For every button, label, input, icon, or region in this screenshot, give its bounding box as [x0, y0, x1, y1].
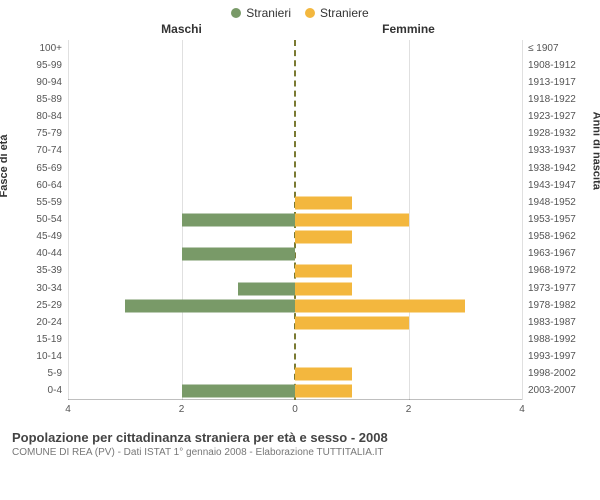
y-tick-left: 55-59 — [36, 198, 62, 208]
chart-subtitle: COMUNE DI REA (PV) - Dati ISTAT 1° genna… — [12, 447, 588, 458]
x-tick: 2 — [406, 404, 412, 415]
bar-female — [295, 265, 352, 278]
x-tick: 2 — [179, 404, 185, 415]
chart-area: Maschi Femmine Fasce di età Anni di nasc… — [8, 22, 592, 424]
bar-female — [295, 196, 352, 209]
y-tick-right: 1913-1917 — [528, 78, 576, 88]
legend-dot-female — [305, 8, 315, 18]
bar-male — [125, 299, 295, 312]
y-tick-left: 15-19 — [36, 335, 62, 345]
y-tick-right: 1943-1947 — [528, 181, 576, 191]
y-tick-left: 20-24 — [36, 318, 62, 328]
x-axis-ticks: 4 2 0 2 4 — [68, 404, 522, 418]
y-axis-right: ≤ 1907 1908-1912 1913-1917 1918-1922 1923-19… — [524, 40, 592, 400]
footer: Popolazione per cittadinanza straniera p… — [0, 424, 600, 458]
bar-female — [295, 299, 465, 312]
y-tick-left: 90-94 — [36, 78, 62, 88]
y-tick-left: 35-39 — [36, 266, 62, 276]
section-label-left: Maschi — [8, 22, 295, 36]
y-tick-right: 1908-1912 — [528, 61, 576, 71]
y-tick-right: 1968-1972 — [528, 266, 576, 276]
chart-container: Stranieri Straniere Maschi Femmine Fasce… — [0, 0, 600, 500]
x-tick: 4 — [65, 404, 71, 415]
legend: Stranieri Straniere — [0, 0, 600, 22]
y-tick-right: 1918-1922 — [528, 95, 576, 105]
gridline — [522, 40, 523, 400]
y-tick-left: 80-84 — [36, 112, 62, 122]
y-tick-right: 1953-1957 — [528, 215, 576, 225]
y-tick-left: 60-64 — [36, 181, 62, 191]
section-labels: Maschi Femmine — [8, 22, 592, 36]
y-tick-right: 1933-1937 — [528, 146, 576, 156]
bar-female — [295, 368, 352, 381]
y-tick-left: 65-69 — [36, 164, 62, 174]
y-tick-left: 40-44 — [36, 249, 62, 259]
gridline — [68, 40, 69, 400]
y-tick-left: 95-99 — [36, 61, 62, 71]
y-tick-right: 1988-1992 — [528, 335, 576, 345]
y-tick-left: 25-29 — [36, 301, 62, 311]
y-tick-left: 5-9 — [48, 369, 62, 379]
y-tick-right: 1938-1942 — [528, 164, 576, 174]
y-tick-left: 10-14 — [36, 352, 62, 362]
y-tick-right: 1983-1987 — [528, 318, 576, 328]
y-tick-left: 30-34 — [36, 284, 62, 294]
plot-area — [68, 40, 522, 400]
bar-male — [238, 282, 295, 295]
y-tick-right: 2003-2007 — [528, 386, 576, 396]
gridline — [409, 40, 410, 400]
y-tick-right: ≤ 1907 — [528, 44, 559, 54]
bar-female — [295, 231, 352, 244]
legend-item-female: Straniere — [305, 6, 369, 20]
y-tick-right: 1948-1952 — [528, 198, 576, 208]
y-tick-left: 100+ — [39, 44, 62, 54]
y-tick-right: 1928-1932 — [528, 129, 576, 139]
legend-label-male: Stranieri — [246, 6, 291, 20]
bar-female — [295, 385, 352, 398]
chart-title: Popolazione per cittadinanza straniera p… — [12, 430, 588, 445]
bar-male — [182, 248, 296, 261]
y-tick-left: 45-49 — [36, 232, 62, 242]
x-tick: 4 — [519, 404, 525, 415]
bar-female — [295, 316, 409, 329]
section-label-right: Femmine — [295, 22, 592, 36]
y-tick-right: 1978-1982 — [528, 301, 576, 311]
y-tick-right: 1923-1927 — [528, 112, 576, 122]
y-tick-left: 85-89 — [36, 95, 62, 105]
y-axis-left: 100+ 95-99 90-94 85-89 80-84 75-79 70-74 65-69 6… — [8, 40, 66, 400]
y-tick-right: 1998-2002 — [528, 369, 576, 379]
legend-label-female: Straniere — [320, 6, 369, 20]
y-tick-left: 0-4 — [48, 386, 62, 396]
bar-male — [182, 385, 296, 398]
x-tick: 0 — [292, 404, 298, 415]
y-tick-right: 1973-1977 — [528, 284, 576, 294]
bar-male — [182, 214, 296, 227]
legend-dot-male — [231, 8, 241, 18]
y-tick-left: 75-79 — [36, 129, 62, 139]
legend-item-male: Stranieri — [231, 6, 291, 20]
y-tick-right: 1958-1962 — [528, 232, 576, 242]
y-tick-right: 1963-1967 — [528, 249, 576, 259]
bar-female — [295, 214, 409, 227]
y-tick-left: 50-54 — [36, 215, 62, 225]
bar-female — [295, 282, 352, 295]
y-tick-left: 70-74 — [36, 146, 62, 156]
y-tick-right: 1993-1997 — [528, 352, 576, 362]
